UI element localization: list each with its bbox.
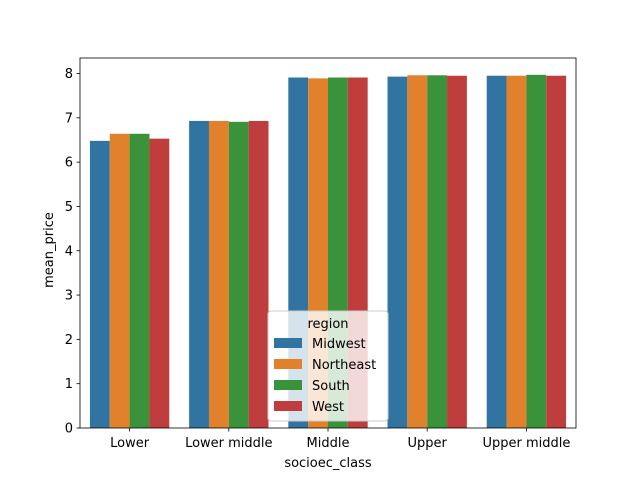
legend: region Midwest Northeast South West: [267, 310, 389, 422]
y-tick-label: 4: [65, 244, 73, 259]
legend-swatch-northeast: [274, 359, 302, 369]
x-tick-label: Upper: [408, 436, 448, 451]
legend-swatch-south: [274, 380, 302, 390]
legend-label-south: South: [312, 379, 350, 394]
legend-swatch-midwest: [274, 338, 302, 348]
bar-west-lower-middle: [248, 120, 269, 429]
legend-swatch-west: [274, 401, 302, 411]
bar-midwest-lower: [89, 140, 110, 428]
y-tick-label: 2: [65, 333, 73, 348]
x-tick-label: Lower: [110, 436, 150, 451]
bar-south-upper: [427, 75, 448, 429]
y-tick-label: 3: [65, 289, 73, 304]
bar-west-lower: [149, 138, 170, 428]
x-tick-label: Upper middle: [482, 436, 570, 451]
legend-title: region: [307, 317, 348, 332]
bar-northeast-lower: [109, 133, 130, 428]
y-tick-label: 6: [65, 156, 73, 171]
bar-south-lower-middle: [228, 121, 249, 428]
y-tick-label: 8: [65, 67, 73, 82]
y-axis-label: mean_price: [42, 212, 57, 288]
y-tick-label: 5: [65, 200, 73, 215]
bar-midwest-upper-middle: [486, 75, 507, 428]
x-axis-label: socioec_class: [284, 456, 372, 471]
legend-label-west: West: [312, 400, 344, 415]
bar-west-upper: [447, 75, 467, 428]
bar-northeast-upper: [407, 75, 428, 429]
y-tick-label: 1: [65, 377, 73, 392]
y-tick-label: 0: [65, 422, 73, 437]
bar-northeast-upper-middle: [506, 75, 527, 428]
bar-south-upper-middle: [526, 74, 547, 429]
bar-midwest-upper: [387, 76, 408, 428]
axes-group: 0 1 2 3 4 5 6 7 8 Lower Lower middle Middle Upper Upp…: [65, 57, 577, 451]
legend-label-northeast: Northeast: [312, 358, 376, 373]
bars-group: [89, 74, 567, 429]
bar-south-lower: [129, 133, 150, 428]
y-tick-label: 7: [65, 111, 73, 126]
bar-midwest-lower-middle: [189, 120, 209, 429]
x-tick-label: Middle: [307, 436, 350, 451]
bar-northeast-lower-middle: [208, 120, 229, 429]
legend-label-midwest: Midwest: [312, 337, 366, 352]
x-tick-label: Lower middle: [185, 436, 272, 451]
bar-west-upper-middle: [546, 75, 567, 428]
